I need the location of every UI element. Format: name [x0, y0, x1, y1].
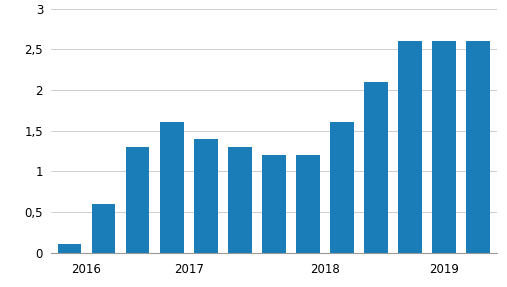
Bar: [228, 147, 251, 253]
Bar: [364, 82, 388, 253]
Bar: [194, 139, 218, 253]
Bar: [296, 155, 320, 253]
Bar: [466, 41, 490, 253]
Bar: [92, 204, 116, 253]
Bar: [262, 155, 286, 253]
Bar: [160, 123, 184, 253]
Bar: [126, 147, 150, 253]
Bar: [57, 245, 81, 253]
Bar: [398, 41, 422, 253]
Bar: [330, 123, 354, 253]
Bar: [432, 41, 456, 253]
